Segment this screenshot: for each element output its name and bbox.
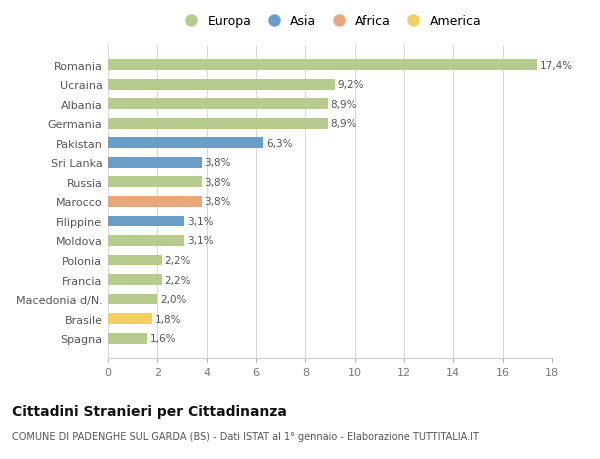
Bar xyxy=(108,216,184,227)
Bar xyxy=(108,138,263,149)
Text: 9,2%: 9,2% xyxy=(337,80,364,90)
Text: 2,2%: 2,2% xyxy=(165,275,191,285)
Text: 17,4%: 17,4% xyxy=(539,61,573,70)
Text: Cittadini Stranieri per Cittadinanza: Cittadini Stranieri per Cittadinanza xyxy=(12,404,287,418)
Bar xyxy=(108,177,202,188)
Bar xyxy=(108,118,328,129)
Bar xyxy=(108,255,162,266)
Text: 1,8%: 1,8% xyxy=(155,314,181,324)
Text: 8,9%: 8,9% xyxy=(330,100,356,109)
Text: 2,0%: 2,0% xyxy=(160,295,186,304)
Bar xyxy=(108,157,202,168)
Text: 3,8%: 3,8% xyxy=(204,178,230,187)
Bar xyxy=(108,274,162,285)
Bar xyxy=(108,99,328,110)
Text: 3,1%: 3,1% xyxy=(187,236,214,246)
Bar xyxy=(108,235,184,246)
Bar xyxy=(108,313,152,325)
Bar xyxy=(108,196,202,207)
Text: 3,1%: 3,1% xyxy=(187,217,214,226)
Bar xyxy=(108,60,537,71)
Text: COMUNE DI PADENGHE SUL GARDA (BS) - Dati ISTAT al 1° gennaio - Elaborazione TUTT: COMUNE DI PADENGHE SUL GARDA (BS) - Dati… xyxy=(12,431,479,442)
Bar xyxy=(108,79,335,90)
Text: 8,9%: 8,9% xyxy=(330,119,356,129)
Legend: Europa, Asia, Africa, America: Europa, Asia, Africa, America xyxy=(173,11,487,34)
Text: 3,8%: 3,8% xyxy=(204,158,230,168)
Text: 1,6%: 1,6% xyxy=(150,334,176,343)
Text: 6,3%: 6,3% xyxy=(266,139,292,148)
Text: 3,8%: 3,8% xyxy=(204,197,230,207)
Bar xyxy=(108,333,148,344)
Text: 2,2%: 2,2% xyxy=(165,256,191,265)
Bar xyxy=(108,294,157,305)
